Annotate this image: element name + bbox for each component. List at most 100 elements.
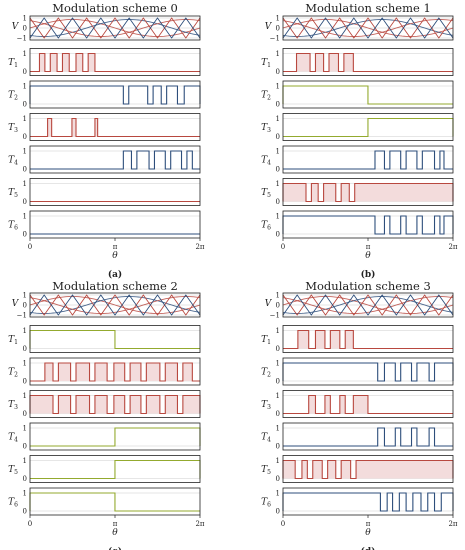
y-tick-label: 1 (23, 148, 27, 156)
channel-label: T2 (261, 91, 271, 102)
pulse-fill (113, 363, 125, 381)
pulse-fill (296, 53, 311, 72)
pulse-fill (341, 460, 351, 479)
channel-T3: 1 0 T3 (261, 390, 454, 418)
channel-label: T1 (8, 58, 18, 69)
axes-frame (29, 48, 201, 76)
channel-T6: 1 0 T6 (261, 487, 454, 516)
carrier-series-1 (282, 17, 454, 39)
y-tick-label: 0 (276, 133, 280, 141)
v-axis-label: V (12, 299, 20, 309)
channel-label: T1 (261, 335, 271, 346)
pulse-fill (312, 460, 323, 479)
pulse-fill (330, 330, 340, 349)
pulse-fill (146, 363, 160, 381)
channel-label-sub: 3 (267, 127, 271, 134)
axes-frame (282, 357, 454, 386)
chart-title: Modulation scheme 0 (52, 1, 178, 15)
sine-series-2 (282, 296, 454, 314)
channel-label: T6 (261, 498, 271, 509)
pulse-series (283, 394, 453, 415)
pulse-fill (315, 53, 324, 72)
pulse-fill (47, 118, 52, 137)
channel-label: T1 (8, 335, 18, 346)
v-axes-frame (282, 15, 454, 41)
v-axis-label: V (12, 22, 20, 32)
channel-label-sub: 5 (267, 469, 271, 476)
channel-T3: 1 0 T3 (261, 113, 454, 141)
axes-frame (29, 357, 201, 386)
carrier-series-1 (282, 294, 454, 316)
y-tick-label: 1 (23, 83, 27, 91)
pulse-series (282, 215, 454, 235)
pulse-fill (71, 118, 76, 137)
pulse-fill (345, 330, 354, 349)
pulse-fill (130, 395, 141, 414)
channel-label-sub: 3 (14, 404, 18, 411)
panel-c: Modulation scheme 210−1V10T110T210T310T4… (8, 279, 205, 550)
x-tick-label: 2π (195, 520, 204, 528)
y-tick-label: 1 (276, 457, 280, 465)
panel-d: Modulation scheme 310−1V10T110T210T310T4… (261, 279, 458, 550)
y-tick-label: 0 (23, 475, 27, 483)
carrier-series-2 (282, 294, 454, 316)
y-tick-label: 0 (276, 378, 280, 386)
x-tick-label: π (366, 243, 371, 251)
pulse-fill (75, 395, 90, 414)
y-tick-label: 0 (276, 410, 280, 418)
channel-label: T2 (8, 368, 18, 379)
axes-frame (29, 455, 201, 483)
pulse-fill (283, 183, 306, 202)
y-tick-label: 1 (276, 392, 280, 400)
channel-T6: 1 0 T6 (261, 210, 454, 239)
channel-T5: 1 0 T5 (261, 178, 454, 206)
v-tick-label: 1 (23, 292, 27, 300)
x-axis-label: θ (365, 528, 371, 538)
channel-label-sub: 2 (267, 95, 271, 102)
y-tick-label: 0 (23, 231, 27, 239)
y-tick-label: 0 (23, 410, 27, 418)
axes-frame (29, 422, 201, 451)
y-tick-label: 0 (23, 166, 27, 174)
pulse-fill (182, 395, 200, 414)
y-tick-label: 1 (276, 180, 280, 188)
channel-label: T5 (8, 465, 18, 476)
pulse-series (283, 117, 454, 138)
axes-frame (282, 455, 454, 483)
pulse-fill (165, 363, 178, 381)
channel-label-sub: 5 (267, 192, 271, 199)
x-tick-label: 0 (28, 243, 32, 251)
pulse-series (282, 459, 454, 480)
channel-label-sub: 4 (267, 437, 271, 444)
sine-series-3 (282, 296, 454, 314)
y-tick-label: 1 (23, 392, 27, 400)
pulse-fill (341, 183, 350, 202)
y-tick-label: 0 (23, 198, 27, 206)
channel-label-sub: 6 (267, 502, 271, 509)
channel-label: T4 (261, 433, 271, 444)
pulse-fill (58, 395, 71, 414)
channel-T3: 1 0 T3 (8, 390, 201, 418)
axes-frame (282, 80, 454, 109)
v-tick-label: 0 (276, 25, 280, 33)
channel-T6: 1 0 T6 (8, 210, 201, 239)
v-tick-label: 0 (23, 302, 27, 310)
channel-label: T5 (261, 465, 271, 476)
channel-T5: 1 0 T5 (8, 178, 201, 206)
pulse-fill (44, 363, 53, 381)
y-tick-label: 1 (276, 425, 280, 433)
sine-series-3 (282, 19, 454, 37)
y-tick-label: 1 (23, 360, 27, 368)
v-tick-label: 1 (276, 292, 280, 300)
sine-series-1 (29, 296, 201, 314)
pulse-series (283, 329, 453, 350)
axes-frame (29, 325, 201, 353)
y-tick-label: 1 (23, 180, 27, 188)
y-tick-label: 0 (276, 101, 280, 109)
y-tick-label: 1 (23, 213, 27, 221)
pulse-series (29, 85, 201, 105)
channel-label-sub: 5 (14, 192, 18, 199)
axes-frame (29, 145, 201, 174)
y-tick-label: 1 (23, 327, 27, 335)
